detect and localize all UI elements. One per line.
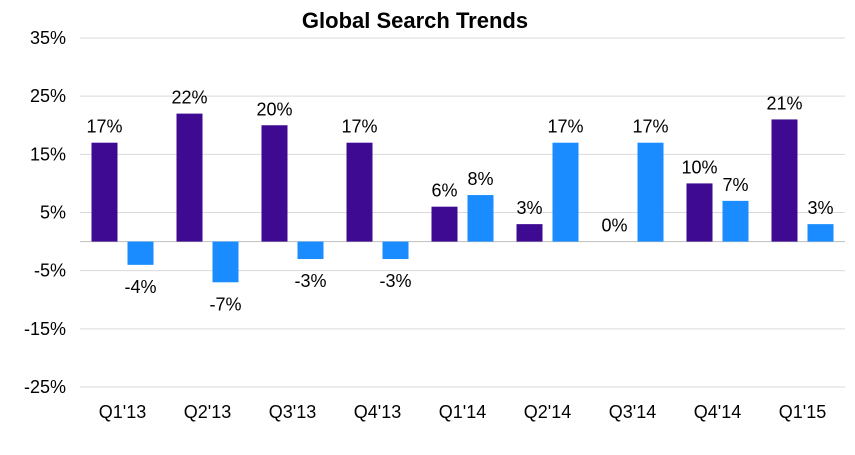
x-axis-ticks: Q1'13 Q2'13 Q3'13 Q4'13 Q1'14 Q2'14 Q3'14 Q4'14… (99, 402, 826, 422)
bar-s2 (382, 241, 409, 260)
x-tick-label: Q4'14 (694, 402, 741, 422)
x-tick-label: Q2'14 (524, 402, 571, 422)
gridlines (80, 37, 845, 388)
data-label: 17% (86, 117, 122, 137)
bar-s2 (212, 241, 239, 283)
data-label: 8% (467, 169, 493, 189)
data-label: 10% (681, 157, 717, 177)
bar-s2 (552, 142, 579, 242)
data-label: 20% (256, 99, 292, 119)
data-label: 21% (766, 93, 802, 113)
data-label: -7% (209, 294, 241, 314)
x-tick-label: Q3'14 (609, 402, 656, 422)
y-tick-label: 15% (30, 144, 66, 164)
bar-s2 (467, 195, 494, 242)
x-tick-label: Q2'13 (184, 402, 231, 422)
data-label: 3% (516, 198, 542, 218)
bar-s2 (637, 142, 664, 242)
data-label: 3% (807, 198, 833, 218)
data-label: 22% (171, 88, 207, 108)
x-tick-label: Q4'13 (354, 402, 401, 422)
x-tick-label: Q3'13 (269, 402, 316, 422)
bar-s2 (807, 224, 834, 242)
y-tick-label: 35% (30, 28, 66, 48)
x-tick-label: Q1'15 (779, 402, 826, 422)
bar-s1 (771, 119, 798, 242)
bar-s2 (722, 200, 749, 242)
bar-s1 (91, 142, 118, 242)
bar-s1 (516, 224, 543, 242)
bar-s1 (431, 206, 458, 242)
data-label: 0% (601, 216, 627, 236)
bar-s2 (127, 241, 154, 265)
y-tick-label: -25% (24, 377, 66, 397)
data-label: 6% (431, 181, 457, 201)
data-labels: 17% -4% 22% -7% 20% -3% 17% -3% 6% 8% 3% 17% 0% 17% 10… (86, 88, 833, 315)
data-label: 17% (341, 117, 377, 137)
y-tick-label: -15% (24, 319, 66, 339)
data-label: 7% (722, 175, 748, 195)
y-tick-label: -5% (34, 261, 66, 281)
data-label: -4% (124, 277, 156, 297)
data-label: 17% (547, 117, 583, 137)
bar-s1 (686, 183, 713, 242)
bar-s1 (261, 125, 288, 242)
chart-title: Global Search Trends (302, 8, 528, 33)
bars (91, 113, 834, 283)
x-tick-label: Q1'14 (439, 402, 486, 422)
bar-s1 (176, 113, 203, 242)
data-label: -3% (294, 271, 326, 291)
y-tick-label: 25% (30, 86, 66, 106)
data-label: 17% (632, 117, 668, 137)
y-axis-ticks: -25% -15% -5% 5% 15% 25% 35% (24, 28, 66, 397)
x-tick-label: Q1'13 (99, 402, 146, 422)
bar-s2 (297, 241, 324, 260)
bar-s1 (346, 142, 373, 242)
data-label: -3% (379, 271, 411, 291)
y-tick-label: 5% (40, 203, 66, 223)
